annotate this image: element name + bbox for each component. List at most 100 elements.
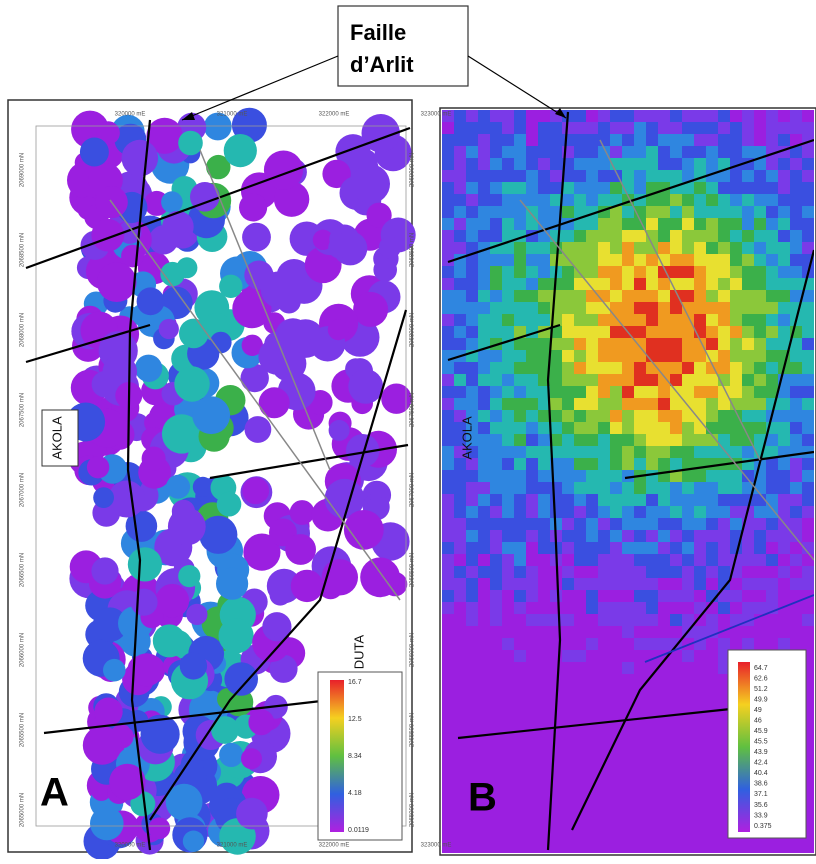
pixel bbox=[670, 146, 682, 158]
pixel bbox=[682, 842, 694, 854]
grade-blob bbox=[168, 508, 206, 546]
pixel bbox=[658, 758, 670, 770]
grade-blob bbox=[94, 698, 122, 726]
pixel bbox=[682, 674, 694, 686]
pixel bbox=[526, 710, 538, 722]
y-tick-label: 2068000 mN bbox=[410, 313, 416, 347]
pixel bbox=[502, 278, 514, 290]
pixel bbox=[622, 518, 634, 530]
pixel bbox=[790, 578, 802, 590]
pixel bbox=[562, 230, 574, 242]
pixel bbox=[502, 386, 514, 398]
pixel bbox=[730, 422, 742, 434]
pixel bbox=[454, 698, 466, 710]
pixel bbox=[634, 566, 646, 578]
pixel bbox=[610, 674, 622, 686]
pixel bbox=[694, 650, 706, 662]
pixel bbox=[622, 650, 634, 662]
pixel bbox=[538, 758, 550, 770]
pixel bbox=[730, 638, 742, 650]
pixel bbox=[490, 710, 502, 722]
pixel bbox=[682, 518, 694, 530]
pixel bbox=[646, 758, 658, 770]
pixel bbox=[598, 338, 610, 350]
pixel bbox=[790, 626, 802, 638]
pixel bbox=[634, 422, 646, 434]
pixel bbox=[802, 218, 814, 230]
pixel bbox=[658, 110, 670, 122]
pixel bbox=[622, 602, 634, 614]
pixel bbox=[514, 362, 526, 374]
pixel bbox=[622, 734, 634, 746]
pixel bbox=[538, 338, 550, 350]
pixel bbox=[502, 122, 514, 134]
pixel bbox=[586, 302, 598, 314]
pixel bbox=[550, 602, 562, 614]
pixel bbox=[766, 350, 778, 362]
pixel bbox=[610, 134, 622, 146]
pixel bbox=[682, 722, 694, 734]
area-label: AKOLA bbox=[49, 416, 64, 460]
pixel bbox=[742, 254, 754, 266]
pixel bbox=[790, 386, 802, 398]
pixel bbox=[634, 434, 646, 446]
pixel bbox=[658, 350, 670, 362]
pixel bbox=[646, 206, 658, 218]
pixel bbox=[730, 134, 742, 146]
pixel bbox=[538, 158, 550, 170]
pixel bbox=[646, 830, 658, 842]
pixel bbox=[598, 242, 610, 254]
pixel bbox=[574, 146, 586, 158]
pixel bbox=[490, 506, 502, 518]
pixel bbox=[562, 722, 574, 734]
pixel bbox=[802, 206, 814, 218]
pixel bbox=[766, 638, 778, 650]
pixel bbox=[466, 170, 478, 182]
pixel bbox=[658, 518, 670, 530]
pixel bbox=[466, 662, 478, 674]
pixel bbox=[514, 134, 526, 146]
pixel bbox=[730, 578, 742, 590]
pixel bbox=[454, 218, 466, 230]
pixel bbox=[646, 494, 658, 506]
pixel bbox=[622, 794, 634, 806]
pixel bbox=[658, 614, 670, 626]
pixel bbox=[622, 230, 634, 242]
pixel bbox=[766, 842, 778, 854]
pixel bbox=[490, 758, 502, 770]
pixel bbox=[574, 458, 586, 470]
pixel bbox=[502, 626, 514, 638]
pixel bbox=[694, 554, 706, 566]
grade-blob bbox=[270, 584, 291, 605]
y-tick-label: 2067000 mN bbox=[20, 473, 26, 507]
pixel bbox=[562, 338, 574, 350]
pixel bbox=[622, 254, 634, 266]
grade-blob bbox=[236, 798, 268, 830]
pixel bbox=[574, 122, 586, 134]
pixel bbox=[514, 518, 526, 530]
pixel bbox=[658, 434, 670, 446]
pixel bbox=[502, 746, 514, 758]
pixel bbox=[790, 638, 802, 650]
pixel bbox=[646, 470, 658, 482]
pixel bbox=[706, 146, 718, 158]
pixel bbox=[778, 590, 790, 602]
pixel bbox=[586, 542, 598, 554]
pixel bbox=[586, 434, 598, 446]
pixel bbox=[550, 290, 562, 302]
grade-blob bbox=[353, 292, 388, 327]
pixel bbox=[622, 350, 634, 362]
pixel bbox=[442, 218, 454, 230]
pixel bbox=[526, 578, 538, 590]
pixel bbox=[634, 146, 646, 158]
legend-label: 40.4 bbox=[754, 770, 768, 777]
pixel bbox=[562, 806, 574, 818]
pixel bbox=[730, 350, 742, 362]
pixel bbox=[454, 110, 466, 122]
legend-a-ramp bbox=[330, 680, 344, 832]
pixel bbox=[610, 254, 622, 266]
pixel bbox=[802, 194, 814, 206]
pixel bbox=[682, 326, 694, 338]
pixel bbox=[490, 422, 502, 434]
pixel bbox=[442, 758, 454, 770]
